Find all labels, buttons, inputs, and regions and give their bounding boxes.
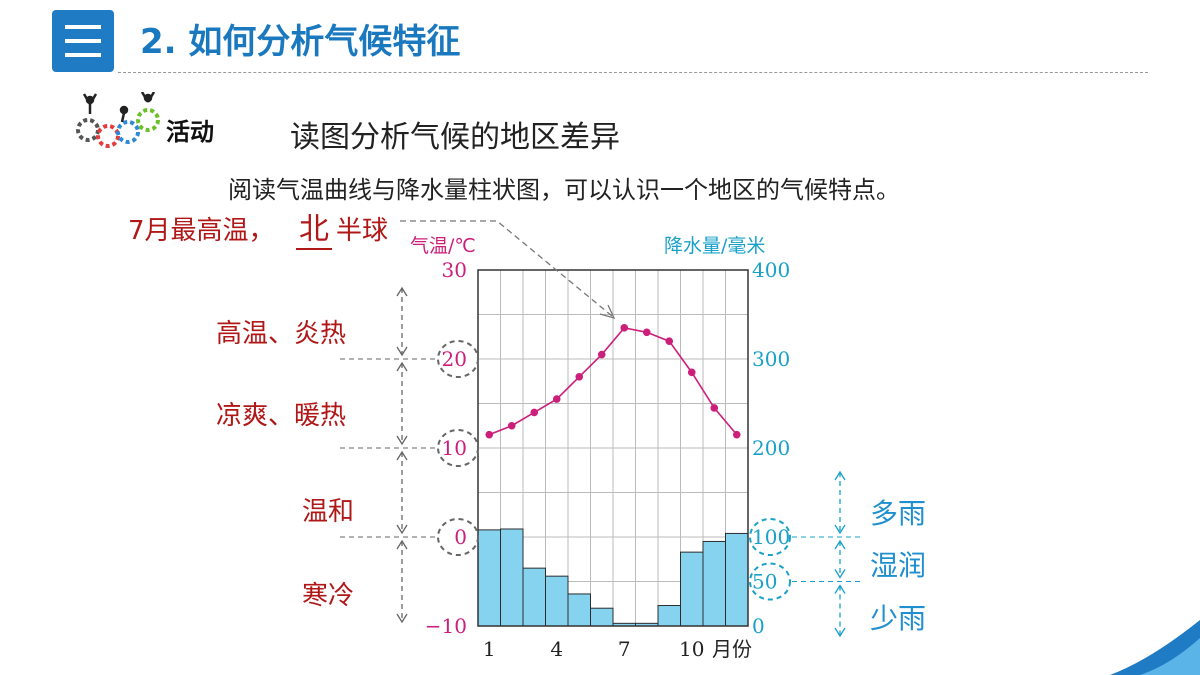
x-tick-10: 10 xyxy=(679,637,704,661)
x-unit-label: 月份 xyxy=(712,637,752,661)
temp-band-warm: 凉爽、暖热 xyxy=(216,401,347,431)
temperature-tick-minus10: −10 xyxy=(425,614,467,638)
list-icon xyxy=(52,10,114,72)
precipitation-tick-300: 300 xyxy=(752,347,790,371)
hemisphere-answer: 北 xyxy=(296,204,332,250)
precipitation-tick-highlight xyxy=(749,562,791,601)
temperature-point-3 xyxy=(530,408,539,417)
activity-description: 阅读气温曲线与降水量柱状图，可以认识一个地区的气候特点。 xyxy=(228,176,900,204)
precipitation-tick-0: 0 xyxy=(752,614,765,638)
arrow-cold-head-bottom xyxy=(396,613,408,624)
temperature-point-12 xyxy=(732,430,741,439)
precipitation-tick-highlight xyxy=(749,518,791,556)
rain-band-dry: 少雨 xyxy=(870,602,927,635)
temperature-point-5 xyxy=(575,373,584,381)
arrow-mild-head-bottom xyxy=(396,524,408,535)
temperature-tick-highlight xyxy=(437,340,479,378)
rain-band-rainy: 多雨 xyxy=(870,497,927,530)
x-tick-1: 1 xyxy=(483,637,496,661)
arrow-rainy-head-bottom xyxy=(834,524,846,535)
precip-bar-2 xyxy=(500,528,524,627)
precipitation-tick-400: 400 xyxy=(752,258,790,282)
temperature-point-7 xyxy=(620,324,629,332)
arrow-humid-head-top xyxy=(834,539,846,550)
temperature-tick-30: 30 xyxy=(442,258,467,282)
temperature-axis-label: 气温/℃ xyxy=(410,235,476,257)
precip-bar-4 xyxy=(545,575,569,627)
precip-bar-9 xyxy=(657,605,681,627)
arrow-rainy-head-top xyxy=(834,470,846,481)
hemisphere-note-prefix: 7月最高温， xyxy=(128,216,275,246)
temperature-point-4 xyxy=(552,395,561,403)
temperature-point-9 xyxy=(665,337,674,346)
temperature-point-10 xyxy=(687,368,696,377)
hemisphere-pointer-head xyxy=(599,304,616,320)
precip-bar-3 xyxy=(522,567,546,627)
temperature-tick-20: 20 xyxy=(442,347,467,371)
precip-bar-6 xyxy=(590,607,614,627)
x-tick-7: 7 xyxy=(618,637,631,661)
hemisphere-note-suffix: 半球 xyxy=(336,216,389,246)
temperature-line xyxy=(488,326,738,436)
page-title: 2. 如何分析气候特征 xyxy=(140,22,461,62)
temperature-point-2 xyxy=(507,421,516,430)
precipitation-tick-200: 200 xyxy=(752,436,790,460)
temperature-point-1 xyxy=(485,430,494,439)
temperature-tick-10: 10 xyxy=(442,436,467,460)
temperature-tick-0: 0 xyxy=(454,525,467,549)
arrow-mild-head-top xyxy=(396,450,408,461)
temperature-point-6 xyxy=(597,350,606,359)
arrow-dry-head-bottom xyxy=(834,627,846,638)
precipitation-tick-50: 50 xyxy=(752,570,777,594)
precip-bar-10 xyxy=(680,551,704,627)
rain-band-humid: 湿润 xyxy=(870,549,927,582)
precipitation-tick-100: 100 xyxy=(752,525,790,549)
arrow-dry-head-top xyxy=(834,584,846,594)
corner-decoration xyxy=(1110,620,1200,675)
temp-band-mild: 温和 xyxy=(302,497,355,527)
arrow-warm-head-top xyxy=(396,361,408,372)
temperature-tick-highlight xyxy=(437,429,479,467)
precipitation-axis-label: 降水量/毫米 xyxy=(664,235,765,257)
temp-band-cold: 寒冷 xyxy=(302,581,355,611)
precip-bar-1 xyxy=(477,529,501,627)
temperature-point-11 xyxy=(710,404,719,412)
arrow-cold-head-top xyxy=(396,539,408,550)
arrow-warm-head-bottom xyxy=(396,435,408,446)
precip-bar-12 xyxy=(725,532,749,627)
temperature-point-8 xyxy=(642,328,651,337)
temp-band-hot: 高温、炎热 xyxy=(216,319,347,349)
x-tick-4: 4 xyxy=(550,637,563,661)
hemisphere-pointer-line xyxy=(400,220,613,317)
arrow-humid-head-bottom xyxy=(834,569,846,579)
precip-bar-5 xyxy=(567,593,591,627)
activity-title: 读图分析气候的地区差异 xyxy=(290,120,620,155)
arrow-hot-head-top xyxy=(396,286,408,297)
gears-people-icon xyxy=(76,92,160,148)
header-divider xyxy=(118,72,1148,73)
precip-bar-11 xyxy=(702,540,726,627)
temperature-tick-highlight xyxy=(437,518,479,556)
activity-label: 活动 xyxy=(166,118,214,146)
arrow-hot-head-bottom xyxy=(396,346,408,357)
